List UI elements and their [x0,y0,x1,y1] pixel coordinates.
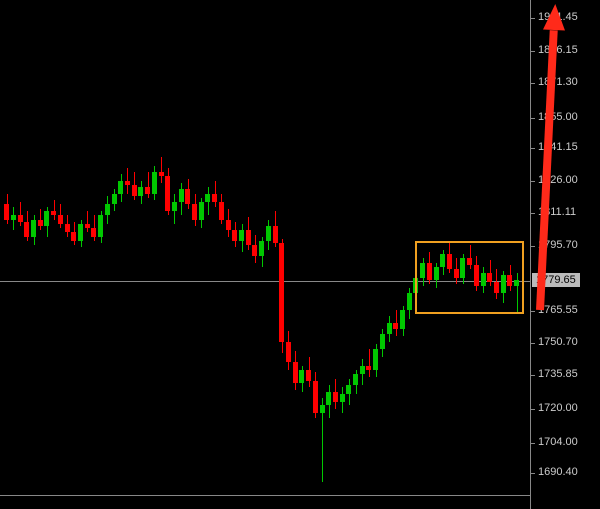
candle-body [407,293,412,310]
candle-body [152,172,157,194]
candle-body [105,204,110,215]
breakout-arrow-head [543,4,566,31]
candle-body [132,185,137,196]
candle-body [78,224,83,241]
candle-body [373,349,378,371]
y-tick-mark [530,246,535,247]
candle-body [252,245,257,256]
x-axis-line [0,495,530,496]
y-axis-line [530,0,531,509]
candle-body [51,211,56,215]
candle-body [179,189,184,202]
candle-body [38,220,43,226]
candle-body [387,323,392,334]
candle-body [58,215,63,224]
candle-body [286,342,291,361]
candle-body [293,362,298,384]
y-tick-mark [530,51,535,52]
candle-body [366,366,371,370]
candle-wick [87,211,88,233]
candle-body [205,194,210,203]
y-tick-label: 1720.00 [538,402,578,414]
candle-body [226,220,231,231]
candle-body [85,224,90,228]
candle-wick [20,202,21,226]
candle-body [112,194,117,205]
candle-body [239,230,244,241]
y-tick-label: 1855.00 [538,111,578,123]
candle-body [313,381,318,413]
candle-body [232,230,237,241]
candle-body [306,370,311,381]
candle-body [71,232,76,241]
candle-body [199,202,204,219]
candle-body [65,224,70,233]
candle-body [172,202,177,211]
candle-body [165,176,170,210]
candle-body [279,243,284,342]
candle-body [185,189,190,204]
candle-body [393,323,398,329]
y-tick-mark [530,473,535,474]
candle-wick [54,200,55,219]
candle-body [326,392,331,405]
candle-body [31,220,36,237]
y-tick-mark [530,311,535,312]
candle-body [24,222,29,237]
y-tick-mark [530,213,535,214]
candle-body [299,370,304,383]
candle-wick [148,172,149,198]
candle-body [246,230,251,245]
y-tick-mark [530,409,535,410]
candle-body [145,187,150,193]
candle-body [192,204,197,219]
candle-body [353,374,358,385]
candle-wick [369,349,370,377]
y-tick-mark [530,181,535,182]
highlight-rectangle [415,241,524,314]
candle-body [98,215,103,237]
candlestick-chart: 1901.451886.151871.301855.001841.151826.… [0,0,600,509]
candle-body [259,241,264,256]
y-tick-mark [530,343,535,344]
candle-body [44,211,49,226]
candle-body [333,392,338,403]
candle-body [320,405,325,414]
candle-body [219,202,224,219]
candle-body [125,181,130,185]
candle-body [159,172,164,176]
y-tick-mark [530,118,535,119]
candle-body [138,187,143,196]
candle-wick [161,157,162,183]
candle-body [340,394,345,403]
candle-body [400,310,405,329]
candle-body [212,194,217,203]
y-tick-mark [530,83,535,84]
y-tick-label: 1750.70 [538,336,578,348]
candle-body [346,385,351,394]
y-tick-mark [530,18,535,19]
candle-body [18,215,23,221]
breakout-arrow-shaft [536,30,558,310]
candle-body [266,226,271,241]
y-tick-mark [530,148,535,149]
candle-body [380,334,385,349]
y-tick-mark [530,443,535,444]
y-tick-label: 1704.00 [538,436,578,448]
y-tick-label: 1886.15 [538,44,578,56]
candle-body [360,366,365,375]
y-tick-label: 1871.30 [538,76,578,88]
candle-body [11,215,16,219]
y-tick-label: 1690.40 [538,466,578,478]
candle-body [118,181,123,194]
y-tick-mark [530,375,535,376]
candle-body [4,204,9,219]
candle-body [91,228,96,237]
y-tick-label: 1735.85 [538,368,578,380]
candle-body [273,226,278,243]
